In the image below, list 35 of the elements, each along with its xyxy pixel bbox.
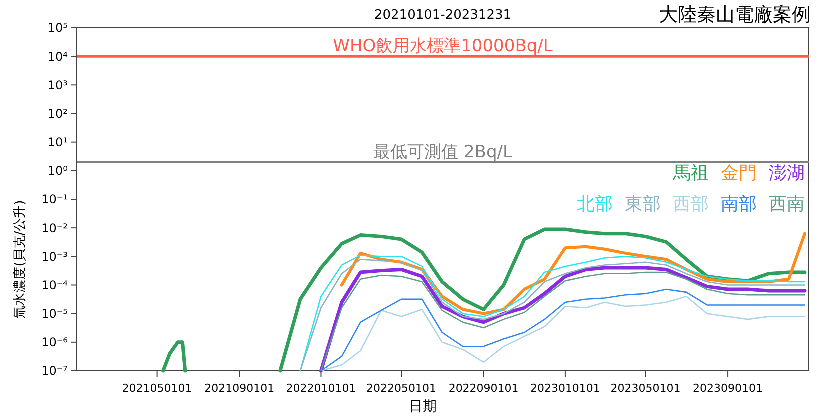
y-tick-label: 10³ (48, 78, 68, 92)
text: 東部 (625, 194, 661, 215)
x-tick-label: 2021090101 (204, 382, 275, 395)
x-tick-label: 2023090101 (693, 382, 764, 395)
ref-line-label: WHO飲用水標準10000Bq/L (333, 36, 554, 57)
y-tick-label: 10⁵ (48, 21, 68, 36)
text: 西南 (769, 194, 805, 215)
x-tick-label: 2023050101 (610, 382, 681, 395)
x-tick-label: 2022090101 (448, 382, 519, 395)
y-tick-label: 10² (48, 106, 68, 121)
text: 西部 (673, 194, 709, 215)
ref-line-label: 最低可測值 2Bq/L (374, 142, 513, 162)
y-axis-title: 氚水濃度(貝克/公升) (12, 200, 28, 319)
text: 金門 (721, 162, 757, 184)
chart-title: 大陸秦山電廠案例 (659, 4, 811, 26)
text: 澎湖 (769, 162, 805, 184)
chart-subtitle: 20210101-20231231 (374, 8, 512, 23)
y-tick-label: 10⁻¹ (42, 192, 68, 207)
y-tick-label: 10⁰ (48, 164, 68, 178)
y-tick-label: 10⁻⁴ (42, 278, 68, 292)
y-tick-label: 10⁻⁷ (42, 364, 68, 378)
text: 南部 (721, 194, 757, 215)
y-tick-label: 10⁴ (48, 50, 68, 64)
y-tick-label: 10⁻⁵ (42, 307, 68, 322)
y-tick-label: 10⁻² (42, 221, 68, 236)
y-tick-label: 10¹ (48, 136, 68, 150)
text: 馬祖 (672, 162, 709, 184)
x-tick-label: 2022010101 (286, 382, 356, 395)
x-axis-title: 日期 (409, 399, 437, 415)
text: 北部 (577, 194, 613, 215)
x-tick-label: 2021050101 (122, 382, 192, 395)
x-tick-label: 2022050101 (366, 382, 437, 395)
y-tick-label: 10⁻⁶ (42, 336, 68, 350)
x-tick-label: 2023010101 (530, 382, 600, 395)
y-tick-label: 10⁻³ (42, 250, 68, 264)
